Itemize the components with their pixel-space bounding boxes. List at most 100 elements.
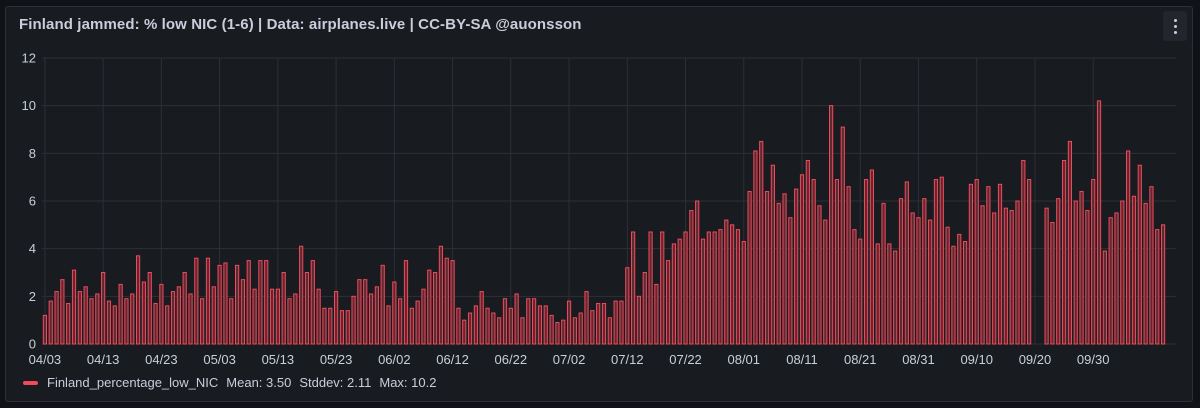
bar — [106, 300, 112, 345]
bar — [939, 176, 944, 345]
y-tick-label: 2 — [29, 289, 36, 304]
bar — [165, 305, 170, 345]
y-tick-label: 8 — [29, 146, 36, 161]
bar — [444, 257, 449, 345]
bar — [334, 291, 339, 345]
y-tick-label: 10 — [22, 98, 36, 113]
bar — [235, 264, 240, 345]
bar — [269, 288, 275, 345]
bar — [77, 291, 82, 345]
bar — [706, 231, 711, 345]
bar — [130, 293, 135, 345]
x-tick-label: 08/21 — [844, 352, 877, 367]
x-tick-label: 05/03 — [203, 352, 236, 367]
bar — [1050, 221, 1055, 345]
bar — [1131, 195, 1137, 345]
x-tick-label: 07/02 — [553, 352, 586, 367]
bar — [223, 262, 228, 345]
bar — [875, 243, 880, 345]
bar — [730, 224, 735, 345]
bar — [42, 314, 48, 345]
bar — [147, 272, 152, 345]
bar — [1021, 159, 1026, 345]
bar — [293, 293, 298, 345]
bar — [933, 179, 939, 345]
bar — [60, 279, 65, 345]
bar — [339, 310, 345, 345]
bar — [1085, 210, 1090, 345]
bar — [1120, 200, 1125, 345]
bar — [537, 305, 543, 345]
bar — [508, 307, 513, 345]
bar — [135, 255, 141, 345]
bar — [1015, 200, 1020, 345]
bar — [304, 272, 310, 345]
x-tick-label: 08/31 — [902, 352, 935, 367]
bar — [450, 260, 455, 345]
legend-stddev: Stddev: 2.11 — [299, 375, 372, 390]
bar — [607, 317, 612, 345]
bar — [1044, 207, 1049, 345]
bar — [578, 312, 583, 345]
bar — [654, 283, 659, 345]
bar — [328, 307, 333, 345]
bar — [572, 317, 577, 345]
bar — [997, 183, 1003, 345]
bar — [724, 219, 729, 345]
bar — [310, 260, 315, 345]
bar — [176, 286, 181, 345]
bar — [246, 260, 251, 345]
vertical-ellipsis-icon[interactable] — [1163, 11, 1187, 41]
bar — [1009, 210, 1014, 345]
bar — [928, 219, 933, 345]
y-tick-label: 4 — [29, 241, 36, 256]
bar — [1155, 229, 1160, 345]
x-tick-label: 06/12 — [436, 352, 469, 367]
bar — [240, 279, 246, 345]
bar — [200, 298, 205, 345]
bar — [1126, 150, 1131, 345]
bar — [118, 283, 123, 345]
bar — [887, 243, 892, 345]
bar — [992, 212, 997, 345]
bar — [526, 298, 531, 345]
x-tick-label: 07/22 — [669, 352, 702, 367]
bar — [782, 193, 787, 345]
bar — [473, 305, 478, 345]
bar — [660, 231, 665, 345]
bar — [759, 140, 764, 345]
bar — [467, 312, 473, 345]
x-tick-label: 04/23 — [145, 352, 178, 367]
bar — [322, 307, 327, 345]
bar — [805, 159, 810, 345]
bar — [497, 317, 502, 345]
bar — [858, 238, 863, 345]
bar — [683, 231, 688, 345]
bar — [205, 257, 211, 345]
bar — [881, 202, 886, 345]
bar — [1149, 186, 1154, 345]
bar — [619, 300, 624, 345]
legend-series-name[interactable]: Finland_percentage_low_NIC — [47, 375, 219, 390]
bar — [95, 293, 100, 345]
bar — [596, 302, 601, 345]
bar — [1096, 100, 1102, 345]
bar — [962, 241, 968, 345]
bar — [735, 229, 741, 345]
bar — [485, 307, 490, 345]
y-tick-label: 6 — [29, 194, 36, 209]
bar — [974, 179, 979, 345]
legend[interactable]: Finland_percentage_low_NIC Mean: 3.50 St… — [23, 375, 444, 390]
x-tick-label: 06/02 — [378, 352, 411, 367]
bar — [584, 291, 589, 345]
bar — [968, 183, 973, 345]
bar — [287, 298, 292, 345]
bar — [316, 288, 321, 345]
bar — [712, 231, 717, 345]
bar — [48, 300, 53, 345]
bar — [823, 219, 828, 345]
bar — [357, 279, 362, 345]
bar — [695, 200, 700, 345]
x-tick-label: 05/13 — [262, 352, 295, 367]
